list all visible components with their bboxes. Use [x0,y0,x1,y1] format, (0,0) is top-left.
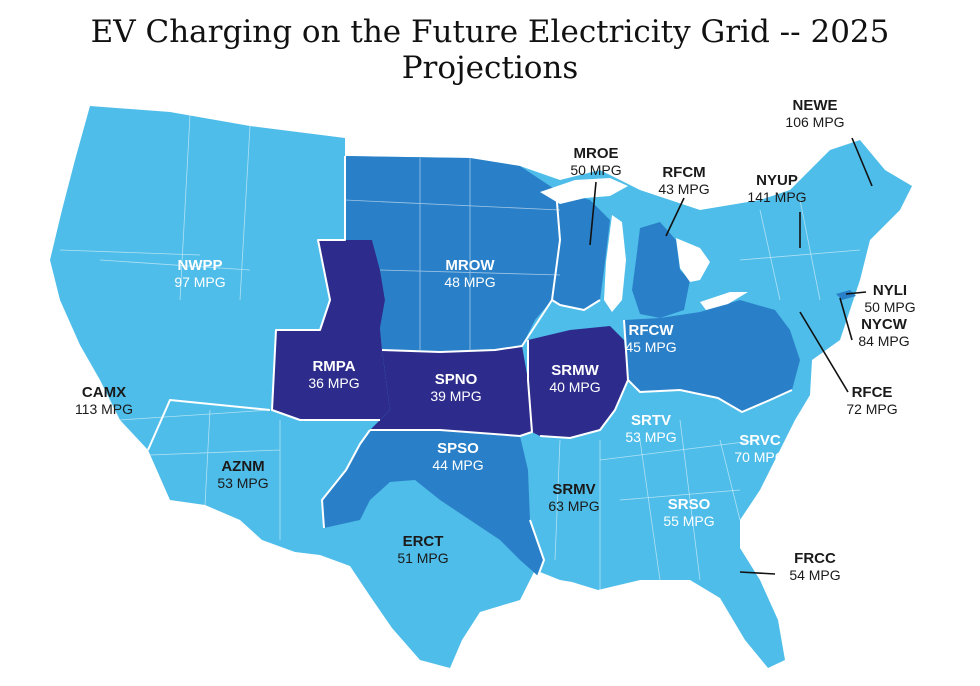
region-label-erct: ERCT [403,533,444,550]
region-shape-mroe [552,190,610,310]
region-mpg-rfcm: 43 MPG [658,181,709,197]
region-label-spso: SPSO [437,440,479,457]
lake-huron-erie [676,238,748,310]
region-mpg-srvc: 70 MPG [734,449,785,465]
region-shape-rfcw [624,300,800,412]
state-lines [59,114,861,590]
region-mpg-nyli: 50 MPG [864,299,915,315]
region-mpg-nyup: 141 MPG [747,189,806,205]
region-mpg-nycw: 84 MPG [858,333,909,349]
region-label-srso: SRSO [668,496,711,513]
region-mpg-mrow: 48 MPG [444,274,495,290]
region-label-aznm: AZNM [221,458,264,475]
region-mpg-rfcw: 45 MPG [625,339,676,355]
region-mpg-mroe: 50 MPG [570,162,621,178]
region-mpg-aznm: 53 MPG [217,475,268,491]
region-label-rfcm: RFCM [662,164,705,181]
region-mpg-frcc: 54 MPG [789,567,840,583]
region-mpg-spso: 44 MPG [432,457,483,473]
region-label-nyli: NYLI [873,282,907,299]
region-mpg-nwpp: 97 MPG [174,274,225,290]
region-label-camx: CAMX [82,384,126,401]
region-mpg-erct: 51 MPG [397,550,448,566]
region-label-rfce: RFCE [852,384,893,401]
region-label-mroe: MROE [574,145,619,162]
region-mpg-camx: 113 MPG [75,401,133,417]
region-shape-rfcm [632,222,690,318]
region-label-newe: NEWE [793,97,838,114]
region-mpg-srso: 55 MPG [663,513,714,529]
region-label-nwpp: NWPP [178,257,223,274]
region-label-frcc: FRCC [794,550,836,567]
region-shape-spso [322,430,544,576]
region-mpg-srmw: 40 MPG [549,379,600,395]
region-mpg-srmv: 63 MPG [548,498,599,514]
region-label-rmpa: RMPA [312,358,355,375]
region-mpg-newe: 106 MPG [785,114,844,130]
region-mpg-rmpa: 36 MPG [308,375,359,391]
region-shape-srmw [528,326,628,438]
lake-michigan [604,215,626,312]
region-shape-spno [370,346,532,436]
callout-leaders [589,137,873,575]
region-label-rfcw: RFCW [629,322,675,339]
region-label-spno: SPNO [435,371,478,388]
region-label-srvc: SRVC [739,432,781,449]
region-label-srtv: SRTV [631,412,671,429]
region-label-srmw: SRMW [551,362,599,379]
region-shape-nyli [836,290,856,300]
region-label-mrow: MROW [445,257,495,274]
region-label-nyup: NYUP [756,172,798,189]
region-mpg-srtv: 53 MPG [625,429,676,445]
region-mpg-rfce: 72 MPG [846,401,897,417]
region-label-srmv: SRMV [552,481,595,498]
region-shape-rmpa [272,240,390,420]
map-title: EV Charging on the Future Electricity Gr… [90,14,890,86]
region-borders [147,156,793,577]
region-mpg-spno: 39 MPG [430,388,481,404]
lake-superior [540,178,628,204]
region-shape-mrow [345,156,560,352]
region-label-nycw: NYCW [861,316,908,333]
